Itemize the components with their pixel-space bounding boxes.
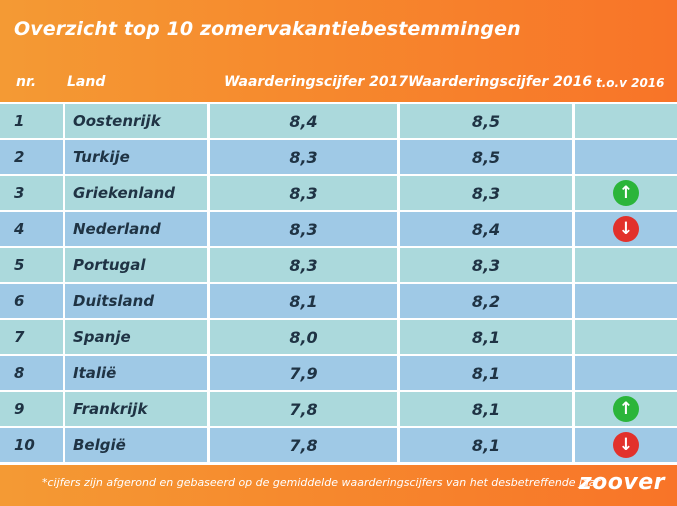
header-land: Land <box>67 74 106 90</box>
header-tov: t.o.v 2016 <box>596 76 665 90</box>
score-2017-cell: 8,3 <box>210 140 397 174</box>
country-cell: Frankrijk <box>65 392 207 426</box>
table-row: 1 Oostenrijk 8,4 8,5 <box>0 104 677 138</box>
score-2017-cell: 7,9 <box>210 356 397 390</box>
trend-cell <box>575 320 677 354</box>
score-2017-cell: 8,0 <box>210 320 397 354</box>
header-2017: Waarderingscijfer 2017 <box>224 74 409 90</box>
score-2016-cell: 8,1 <box>400 428 572 462</box>
page-title: Overzicht top 10 zomervakantiebestemming… <box>14 18 521 40</box>
trend-cell <box>575 248 677 282</box>
trend-cell <box>575 356 677 390</box>
score-2017-cell: 7,8 <box>210 392 397 426</box>
table-row: 7 Spanje 8,0 8,1 <box>0 320 677 354</box>
ranking-table: 1 Oostenrijk 8,4 8,5 2 Turkije 8,3 8,5 3 Griekenl… <box>0 102 677 465</box>
header-nr: nr. <box>16 74 37 90</box>
trend-cell: ↓ <box>575 212 677 246</box>
trend-cell <box>575 140 677 174</box>
trend-cell: ↑ <box>575 392 677 426</box>
header-2016: Waarderingscijfer 2016 <box>408 74 593 90</box>
score-2017-cell: 8,4 <box>210 104 397 138</box>
country-cell: België <box>65 428 207 462</box>
table-row: 10 België 7,8 8,1 ↓ <box>0 428 677 462</box>
table-row: 6 Duitsland 8,1 8,2 <box>0 284 677 318</box>
down-arrow-icon: ↓ <box>613 216 639 242</box>
country-cell: Italië <box>65 356 207 390</box>
rank-cell: 5 <box>0 248 63 282</box>
score-2017-cell: 8,3 <box>210 248 397 282</box>
country-cell: Griekenland <box>65 176 207 210</box>
country-cell: Oostenrijk <box>65 104 207 138</box>
score-2017-cell: 8,1 <box>210 284 397 318</box>
up-arrow-icon: ↑ <box>613 180 639 206</box>
score-2016-cell: 8,5 <box>400 104 572 138</box>
zoover-logo: zoover <box>578 470 665 495</box>
rank-cell: 3 <box>0 176 63 210</box>
rank-cell: 2 <box>0 140 63 174</box>
trend-cell <box>575 284 677 318</box>
table-row: 9 Frankrijk 7,8 8,1 ↑ <box>0 392 677 426</box>
score-2016-cell: 8,3 <box>400 176 572 210</box>
score-2016-cell: 8,1 <box>400 356 572 390</box>
trend-cell: ↓ <box>575 428 677 462</box>
score-2016-cell: 8,3 <box>400 248 572 282</box>
table-row: 2 Turkije 8,3 8,5 <box>0 140 677 174</box>
table-row: 8 Italië 7,9 8,1 <box>0 356 677 390</box>
table-row: 4 Nederland 8,3 8,4 ↓ <box>0 212 677 246</box>
score-2016-cell: 8,4 <box>400 212 572 246</box>
up-arrow-icon: ↑ <box>613 396 639 422</box>
country-cell: Turkije <box>65 140 207 174</box>
trend-cell <box>575 104 677 138</box>
footnote: *cijfers zijn afgerond en gebaseerd op d… <box>42 476 601 489</box>
rank-cell: 1 <box>0 104 63 138</box>
score-2017-cell: 7,8 <box>210 428 397 462</box>
rank-cell: 4 <box>0 212 63 246</box>
rank-cell: 6 <box>0 284 63 318</box>
score-2016-cell: 8,2 <box>400 284 572 318</box>
rank-cell: 8 <box>0 356 63 390</box>
table-row: 3 Griekenland 8,3 8,3 ↑ <box>0 176 677 210</box>
score-2017-cell: 8,3 <box>210 176 397 210</box>
rank-cell: 9 <box>0 392 63 426</box>
down-arrow-icon: ↓ <box>613 432 639 458</box>
rank-cell: 10 <box>0 428 63 462</box>
country-cell: Nederland <box>65 212 207 246</box>
country-cell: Duitsland <box>65 284 207 318</box>
score-2016-cell: 8,5 <box>400 140 572 174</box>
score-2016-cell: 8,1 <box>400 392 572 426</box>
rank-cell: 7 <box>0 320 63 354</box>
score-2017-cell: 8,3 <box>210 212 397 246</box>
score-2016-cell: 8,1 <box>400 320 572 354</box>
table-row: 5 Portugal 8,3 8,3 <box>0 248 677 282</box>
country-cell: Portugal <box>65 248 207 282</box>
trend-cell: ↑ <box>575 176 677 210</box>
country-cell: Spanje <box>65 320 207 354</box>
